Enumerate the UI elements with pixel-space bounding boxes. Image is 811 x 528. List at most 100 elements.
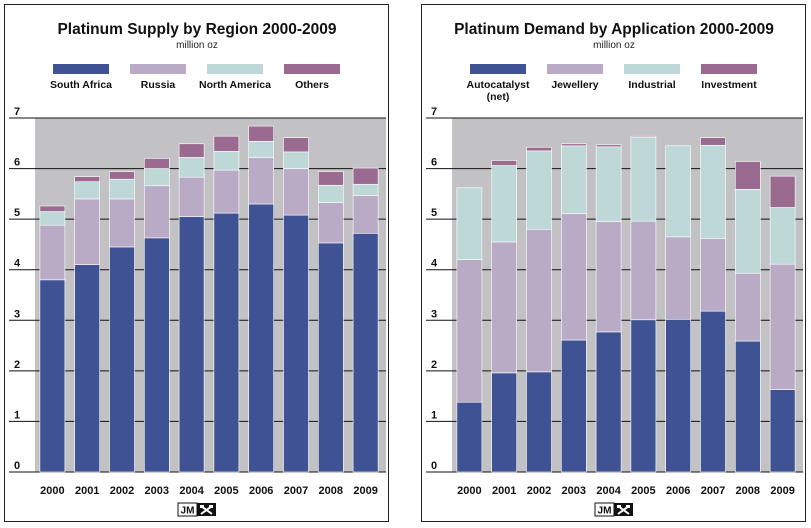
bar-segment (317, 202, 344, 244)
jm-hammers-icon (617, 505, 621, 508)
x-tick-label: 2003 (145, 485, 169, 497)
bar-segment (595, 221, 622, 333)
jm-hammers-icon (626, 505, 630, 508)
bar-segment (526, 150, 552, 230)
x-tick-label: 2005 (214, 485, 238, 497)
bar-segment (352, 233, 379, 473)
bar-segment (700, 145, 726, 239)
bar-segment (317, 184, 344, 203)
bar-segment (39, 211, 66, 226)
bar-segment (74, 181, 100, 200)
x-tick-label: 2006 (249, 485, 273, 497)
x-tick-label: 2008 (736, 485, 760, 497)
supply-chart: Platinum Supply by Region 2000-2009 mill… (9, 21, 386, 517)
legend-label: Jewellery (551, 79, 598, 91)
y-tick-label: 3 (431, 308, 437, 320)
bar-segment (144, 185, 170, 239)
bar-segment (700, 238, 726, 312)
x-tick-label: 2009 (770, 485, 794, 497)
bar-segment (769, 175, 796, 208)
y-tick-label: 0 (14, 460, 20, 472)
y-tick-label: 5 (431, 207, 437, 219)
bar-segment (595, 144, 622, 148)
bar-segment (213, 151, 240, 171)
bar-segment (700, 310, 726, 473)
bar-segment (665, 318, 691, 473)
bar-segment (248, 125, 274, 142)
y-tick-label: 7 (431, 106, 437, 118)
legend-label: Russia (141, 79, 176, 91)
y-tick-label: 3 (14, 308, 20, 320)
bar-segment (630, 136, 657, 222)
bar-segment (456, 259, 483, 403)
jm-hammers-icon (200, 505, 204, 508)
bar-segment (700, 137, 726, 146)
demand-chart: Platinum Demand by Application 2000-2009… (426, 21, 803, 517)
bar-segment (317, 242, 344, 473)
x-tick-label: 2000 (40, 485, 64, 497)
y-tick-label: 0 (431, 460, 437, 472)
bar-segment (456, 187, 483, 260)
x-tick-label: 2002 (527, 485, 551, 497)
supply-chart-panel: Platinum Supply by Region 2000-2009 mill… (4, 4, 389, 522)
jm-hammers-icon (209, 505, 213, 508)
x-tick-label: 2006 (666, 485, 690, 497)
bar-segment (595, 331, 622, 473)
legend-label: Industrial (628, 79, 675, 91)
bar-segment (144, 237, 170, 473)
x-tick-label: 2004 (596, 485, 621, 497)
bar-segment (561, 145, 587, 214)
legend-swatch (470, 64, 526, 74)
bar-segment (526, 371, 552, 473)
x-tick-label: 2005 (631, 485, 655, 497)
x-tick-label: 2000 (457, 485, 481, 497)
bar-segment (630, 220, 657, 321)
legend-label: Autocatalyst (net) (466, 79, 530, 103)
bar-segment (248, 203, 274, 473)
x-tick-label: 2007 (284, 485, 308, 497)
bar-segment (561, 339, 587, 473)
y-tick-label: 6 (14, 157, 20, 169)
bar-segment (283, 137, 309, 153)
bar-segment (734, 189, 761, 274)
bar-segment (352, 167, 379, 185)
legend-swatch (701, 64, 757, 74)
x-tick-label: 2007 (701, 485, 725, 497)
y-tick-label: 1 (14, 409, 20, 421)
demand-chart-panel: Platinum Demand by Application 2000-2009… (421, 4, 806, 522)
x-tick-label: 2008 (319, 485, 343, 497)
bar-segment (595, 146, 622, 222)
bar-segment (734, 340, 761, 473)
jm-logo-text: JM (598, 506, 612, 517)
bar-segment (144, 168, 170, 187)
x-tick-label: 2004 (179, 485, 204, 497)
legend-label: North America (199, 79, 271, 91)
bar-segment (248, 140, 274, 158)
x-tick-label: 2001 (75, 485, 99, 497)
bar-segment (456, 401, 483, 473)
chart-subtitle: million oz (593, 40, 635, 51)
jm-logo: JM (594, 502, 633, 517)
bar-segment (317, 171, 344, 186)
y-tick-label: 4 (14, 258, 21, 270)
legend-swatch (624, 64, 680, 74)
bar-segment (109, 246, 135, 473)
jm-logo-text: JM (181, 506, 195, 517)
y-tick-label: 6 (431, 157, 437, 169)
chart-subtitle: million oz (176, 40, 218, 51)
bar-segment (283, 151, 309, 169)
bar-segment (665, 236, 691, 320)
legend-swatch (130, 64, 186, 74)
bar-segment (178, 176, 205, 217)
bar-segment (769, 263, 796, 390)
y-tick-label: 4 (431, 258, 438, 270)
bar-segment (491, 160, 517, 166)
bar-segment (769, 207, 796, 265)
bar-segment (109, 171, 135, 180)
bar-segment (734, 272, 761, 342)
bar-segment (74, 264, 100, 473)
legend-swatch (547, 64, 603, 74)
y-tick-label: 2 (14, 359, 20, 371)
bar-segment (248, 157, 274, 205)
bar-segment (561, 213, 587, 341)
